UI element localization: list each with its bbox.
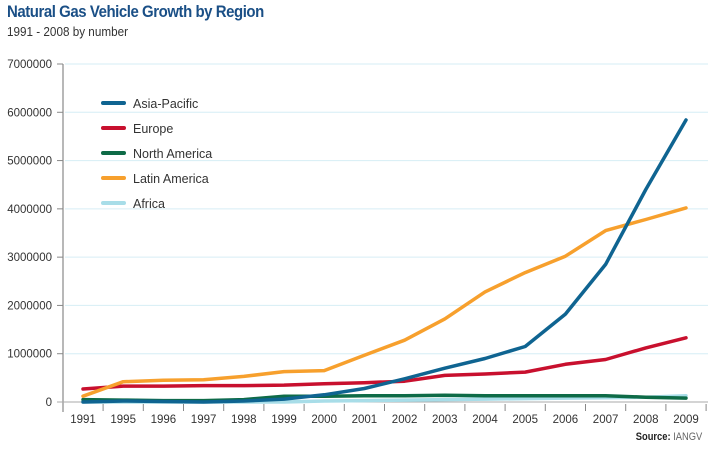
x-tick-label: 2002 <box>392 414 418 426</box>
x-tick-label: 2001 <box>352 414 378 426</box>
x-tick-label: 1997 <box>191 414 217 426</box>
x-tick-label: 2009 <box>673 414 699 426</box>
x-tick-label: 2003 <box>432 414 458 426</box>
series-lines <box>81 118 688 404</box>
gridlines <box>65 63 708 355</box>
source-value: IANGV <box>672 431 702 443</box>
source-label: Source: <box>635 431 671 443</box>
x-tick-label: 2006 <box>553 414 579 426</box>
y-tick-label: 1000000 <box>7 349 52 361</box>
legend-label: Latin America <box>133 172 209 186</box>
x-tick-label: 1995 <box>110 414 136 426</box>
legend-label: Europe <box>133 122 173 136</box>
x-tick-label: 1999 <box>271 414 297 426</box>
y-tick-label: 7000000 <box>7 59 52 71</box>
legend-label: Asia-Pacific <box>133 97 198 111</box>
y-tick-label: 4000000 <box>7 204 52 216</box>
x-tick-label: 1998 <box>231 414 257 426</box>
x-tick-label: 2007 <box>593 414 619 426</box>
y-tick-label: 0 <box>46 397 52 409</box>
x-tick-label: 2008 <box>633 414 659 426</box>
series-line-latin-america <box>81 206 688 398</box>
y-tick-label: 3000000 <box>7 252 52 264</box>
legend-label: North America <box>133 147 212 161</box>
x-tick-label: 1996 <box>151 414 177 426</box>
chart-title: Natural Gas Vehicle Growth by Region <box>7 2 264 21</box>
x-tick-label: 2004 <box>472 414 498 426</box>
legend: Asia-Pacific Europe North America Latin Ame… <box>101 97 212 211</box>
series-line-asia-pacific <box>81 118 688 404</box>
y-tick-label: 6000000 <box>7 107 52 119</box>
legend-label: Africa <box>133 197 165 211</box>
x-tick-label: 1991 <box>70 414 96 426</box>
y-tick-label: 2000000 <box>7 300 52 312</box>
x-tick-label: 2005 <box>512 414 538 426</box>
chart-subtitle: 1991 - 2008 by number <box>7 24 128 39</box>
axes: 0 1000000 2000000 3000000 4000000 5000000 6000… <box>7 59 708 426</box>
y-tick-label: 5000000 <box>7 156 52 168</box>
x-tick-label: 2000 <box>311 414 337 426</box>
source-note: Source: IANGV <box>635 431 702 443</box>
